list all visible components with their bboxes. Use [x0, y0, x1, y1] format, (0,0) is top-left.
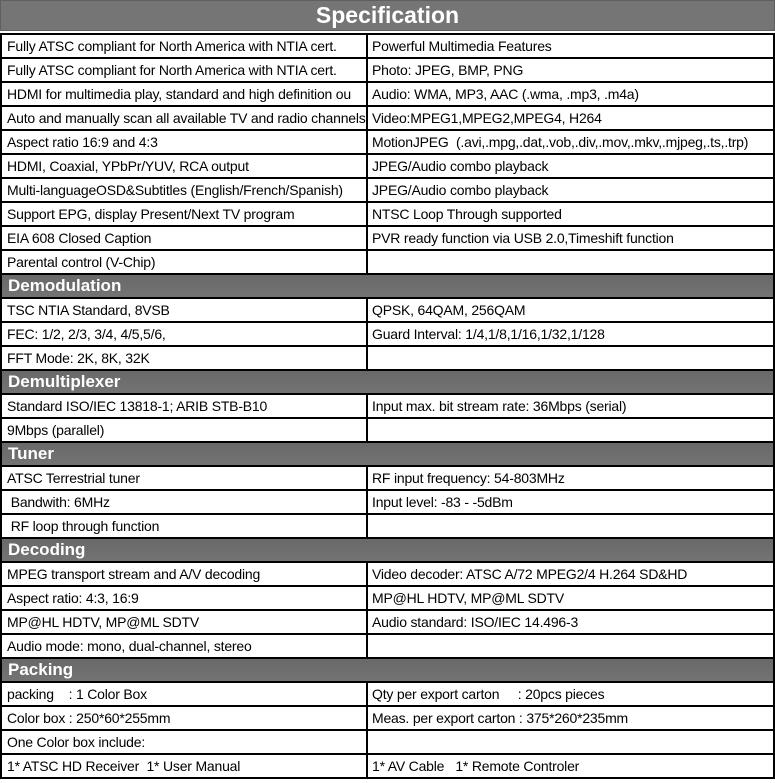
- spec-cell-right: JPEG/Audio combo playback: [372, 182, 549, 198]
- table-row: HDMI for multimedia play, standard and h…: [2, 83, 773, 107]
- table-row: MP@HL HDTV, MP@ML SDTV Audio standard: I…: [2, 611, 773, 635]
- table-row: FEC: 1/2, 2/3, 3/4, 4/5,5/6, Guard Inter…: [2, 323, 773, 347]
- spec-cell-right: [368, 635, 773, 657]
- table-row: Aspect ratio: 4:3, 16:9 MP@HL HDTV, MP@M…: [2, 587, 773, 611]
- spec-cell-right: [368, 731, 773, 753]
- section-header-demodulation: Demodulation: [2, 275, 773, 299]
- table-row: Parental control (V-Chip): [2, 251, 773, 275]
- table-row: packing : 1 Color Box Qty per export car…: [2, 683, 773, 707]
- spec-cell-right: Photo: JPEG, BMP, PNG: [372, 62, 524, 78]
- spec-cell-right: RF input frequency: 54-803MHz: [372, 470, 565, 486]
- spec-cell-right: Input level: -83 - -5dBm: [372, 494, 513, 510]
- spec-cell-left: Parental control (V-Chip): [2, 251, 368, 273]
- spec-cell-right: MP@HL HDTV, MP@ML SDTV: [372, 590, 565, 606]
- table-row: Multi-languageOSD&Subtitles (English/Fre…: [2, 179, 773, 203]
- spec-cell-left: RF loop through function: [2, 515, 368, 537]
- table-row: MPEG transport stream and A/V decoding V…: [2, 563, 773, 587]
- table-row: Fully ATSC compliant for North America w…: [2, 35, 773, 59]
- table-row: ATSC Terrestrial tuner RF input frequenc…: [2, 467, 773, 491]
- spec-cell-left: HDMI for multimedia play, standard and h…: [2, 83, 368, 105]
- table-row: Color box : 250*60*255mm Meas. per expor…: [2, 707, 773, 731]
- spec-cell-left: Auto and manually scan all available TV …: [2, 107, 368, 129]
- spec-cell-right: [368, 419, 773, 441]
- spec-cell-left: Fully ATSC compliant for North America w…: [2, 59, 368, 81]
- spec-cell-left: FFT Mode: 2K, 8K, 32K: [2, 347, 368, 369]
- table-row: 1* ATSC HD Receiver 1* User Manual 1* AV…: [2, 755, 773, 779]
- spec-cell-right: Input max. bit stream rate: 36Mbps (seri…: [372, 398, 627, 414]
- spec-cell-right: Audio standard: ISO/IEC 14.496-3: [372, 614, 579, 630]
- spec-cell-left: EIA 608 Closed Caption: [2, 227, 368, 249]
- table-row: FFT Mode: 2K, 8K, 32K: [2, 347, 773, 371]
- spec-cell-left: Audio mode: mono, dual-channel, stereo: [2, 635, 368, 657]
- spec-cell-left: Standard ISO/IEC 13818-1; ARIB STB-B10: [2, 395, 368, 417]
- spec-cell-right: Video:MPEG1,MPEG2,MPEG4, H264: [372, 110, 602, 126]
- table-row: 9Mbps (parallel): [2, 419, 773, 443]
- spec-cell-left: Support EPG, display Present/Next TV pro…: [2, 203, 368, 225]
- table-row: RF loop through function: [2, 515, 773, 539]
- spec-cell-left: Bandwith: 6MHz: [2, 491, 368, 513]
- spec-cell-left: FEC: 1/2, 2/3, 3/4, 4/5,5/6,: [2, 323, 368, 345]
- spec-cell-left: Aspect ratio: 4:3, 16:9: [2, 587, 368, 609]
- spec-cell-right: Meas. per export carton : 375*260*235mm: [372, 710, 629, 726]
- section-header-demultiplexer: Demultiplexer: [2, 371, 773, 395]
- spec-cell-left: ATSC Terrestrial tuner: [2, 467, 368, 489]
- spec-cell-left: One Color box include:: [2, 731, 368, 753]
- spec-cell-right: [368, 347, 773, 369]
- table-row: Support EPG, display Present/Next TV pro…: [2, 203, 773, 227]
- spec-cell-left: MP@HL HDTV, MP@ML SDTV: [2, 611, 368, 633]
- spec-cell-right: 1* AV Cable 1* Remote Controler: [372, 758, 580, 774]
- spec-cell-right: JPEG/Audio combo playback: [372, 158, 549, 174]
- spec-cell-left: HDMI, Coaxial, YPbPr/YUV, RCA output: [2, 155, 368, 177]
- table-row: Aspect ratio 16:9 and 4:3 MotionJPEG (.a…: [2, 131, 773, 155]
- spec-cell-left: Fully ATSC compliant for North America w…: [2, 35, 368, 57]
- table-row: Auto and manually scan all available TV …: [2, 107, 773, 131]
- section-header-packing: Packing: [2, 659, 773, 683]
- section-header-tuner: Tuner: [2, 443, 773, 467]
- spec-cell-left: 1* ATSC HD Receiver 1* User Manual: [2, 755, 368, 777]
- spec-cell-left: MPEG transport stream and A/V decoding: [2, 563, 368, 585]
- page-title: Specification: [0, 0, 775, 31]
- table-row: TSC NTIA Standard, 8VSB QPSK, 64QAM, 256…: [2, 299, 773, 323]
- spec-cell-left: packing : 1 Color Box: [2, 683, 368, 705]
- section-header-decoding: Decoding: [2, 539, 773, 563]
- table-row: Bandwith: 6MHz Input level: -83 - -5dBm: [2, 491, 773, 515]
- spec-cell-right: PVR ready function via USB 2.0,Timeshift…: [372, 230, 674, 246]
- spec-cell-right: Powerful Multimedia Features: [372, 38, 552, 54]
- spec-cell-right: QPSK, 64QAM, 256QAM: [372, 302, 526, 318]
- spec-cell-left: Multi-languageOSD&Subtitles (English/Fre…: [2, 179, 368, 201]
- spec-cell-right: Video decoder: ATSC A/72 MPEG2/4 H.264 S…: [372, 566, 688, 582]
- spec-cell-left: Aspect ratio 16:9 and 4:3: [2, 131, 368, 153]
- spec-cell-right: Guard Interval: 1/4,1/8,1/16,1/32,1/128: [372, 326, 605, 342]
- table-row: EIA 608 Closed Caption PVR ready functio…: [2, 227, 773, 251]
- spec-cell-right: Audio: WMA, MP3, AAC (.wma, .mp3, .m4a): [372, 86, 639, 102]
- spec-cell-right: [368, 251, 773, 273]
- table-row: One Color box include:: [2, 731, 773, 755]
- table-row: Fully ATSC compliant for North America w…: [2, 59, 773, 83]
- spec-cell-right: [368, 515, 773, 537]
- spec-cell-right: NTSC Loop Through supported: [372, 206, 562, 222]
- table-row: Audio mode: mono, dual-channel, stereo: [2, 635, 773, 659]
- spec-cell-left: TSC NTIA Standard, 8VSB: [2, 299, 368, 321]
- spec-cell-left: 9Mbps (parallel): [2, 419, 368, 441]
- spec-cell-right: Qty per export carton : 20pcs pieces: [372, 686, 605, 702]
- table-row: Standard ISO/IEC 13818-1; ARIB STB-B10 I…: [2, 395, 773, 419]
- spec-cell-left: Color box : 250*60*255mm: [2, 707, 368, 729]
- spec-cell-right: MotionJPEG (.avi,.mpg,.dat,.vob,.div,.mo…: [372, 134, 749, 150]
- spec-table: Fully ATSC compliant for North America w…: [0, 33, 775, 779]
- table-row: HDMI, Coaxial, YPbPr/YUV, RCA output JPE…: [2, 155, 773, 179]
